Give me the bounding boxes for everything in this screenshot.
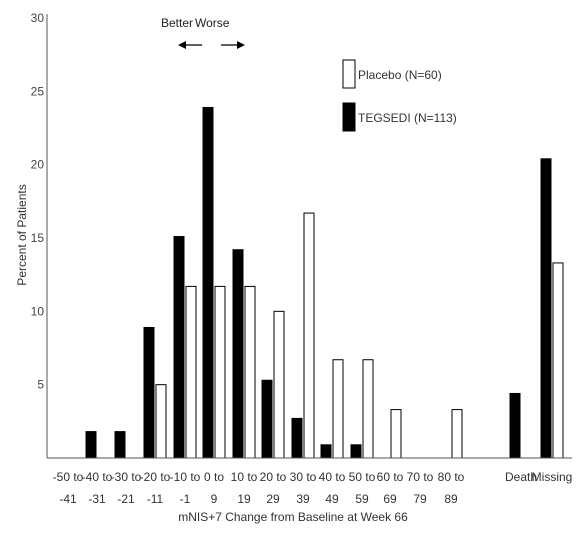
x-tick-label: 49 [325,492,339,506]
x-tick-label: Missing [532,470,573,484]
y-axis: 5 10 15 20 25 30 [31,11,48,458]
legend-swatch-placebo [342,59,356,89]
placebo-bar [303,212,315,459]
y-tick-labels: 5 10 15 20 25 30 [31,11,45,392]
placebo-bar [155,384,167,459]
x-tick-label: 0 to [204,470,224,484]
placebo-bar [273,310,285,459]
x-tick-label: -31 [88,492,106,506]
tegsedi-bar [320,444,332,459]
x-tick-label: 19 [237,492,251,506]
placebo-bar [362,359,374,459]
placebo-bar [451,409,463,459]
x-tick-label: -30 to [111,470,142,484]
x-tick-label: 40 to [319,470,346,484]
placebo-bar [552,262,564,459]
x-tick-label: 69 [383,492,397,506]
tegsedi-bar [232,249,244,459]
y-tick-label: 25 [31,84,45,98]
right-arrow-icon [221,41,245,49]
placebo-bar [332,359,344,459]
tegsedi-bar [540,158,552,459]
legend-label-placebo: Placebo (N=60) [358,68,442,82]
x-tick-label: 29 [266,492,280,506]
y-axis-title: Percent of Patients [15,184,29,285]
x-tick-label: -40 to [82,470,113,484]
x-tick-label: 80 to [438,470,465,484]
tegsedi-bar [291,417,303,459]
y-tick-label: 10 [31,304,45,318]
worse-label: Worse [195,16,230,30]
x-tick-label: 9 [211,492,218,506]
legend-swatch-tegsedi [342,102,356,132]
x-tick-label: 20 to [260,470,287,484]
y-tick-label: 5 [37,378,44,392]
tegsedi-bar [114,431,126,459]
legend-label-tegsedi: TEGSEDI (N=113) [358,111,457,125]
placebo-bar [214,285,226,459]
x-axis-title: mNIS+7 Change from Baseline at Week 66 [178,510,408,524]
y-tick-label: 20 [31,158,45,172]
tegsedi-bar [85,431,97,459]
tegsedi-bar [261,379,273,459]
x-tick-label: Death [505,470,537,484]
placebo-bar [390,409,402,459]
direction-annotation: Better Worse [161,16,245,49]
x-tick-label: 39 [296,492,310,506]
x-tick-label: -41 [59,492,77,506]
x-tick-label: -11 [147,492,164,506]
x-tick-label: 70 to [407,470,434,484]
x-tick-label: -20 to [140,470,171,484]
x-tick-label: 10 to [231,470,258,484]
x-tick-label: -10 to [170,470,201,484]
better-label: Better [161,16,193,30]
tegsedi-bar [350,444,362,459]
x-tick-label: -50 to [53,470,84,484]
y-tick-label: 15 [31,231,45,245]
tegsedi-bar [143,326,155,459]
x-tick-label: 79 [413,492,427,506]
placebo-bar [185,285,197,459]
x-tick-label: -21 [117,492,135,506]
placebo-bar [244,285,256,459]
tegsedi-bar [173,236,185,459]
left-arrow-icon [178,41,202,49]
x-tick-label: 50 to [349,470,376,484]
x-tick-label: 59 [355,492,369,506]
bars [85,106,564,459]
x-tick-labels: -50 to-41-40 to-31-30 to-21-20 to-11-10 … [53,470,573,506]
x-tick-label: 30 to [290,470,317,484]
legend: Placebo (N=60) TEGSEDI (N=113) [342,59,457,132]
x-tick-label: 60 to [377,470,404,484]
tegsedi-bar [202,106,214,459]
x-tick-label: -1 [180,492,191,506]
tegsedi-bar [509,392,521,459]
y-tick-label: 30 [31,11,45,25]
x-tick-label: 89 [444,492,458,506]
